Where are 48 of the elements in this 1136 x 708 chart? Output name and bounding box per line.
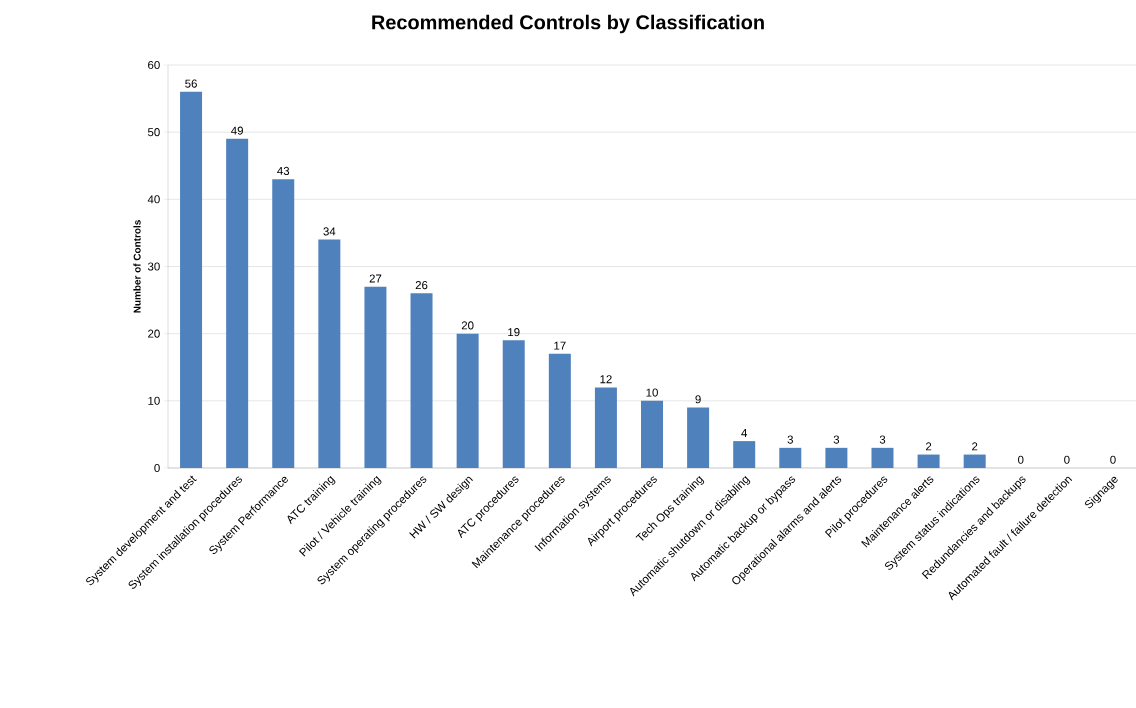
data-label: 49 bbox=[231, 126, 243, 135]
data-label: 12 bbox=[600, 375, 612, 384]
data-label: 0 bbox=[1064, 455, 1070, 464]
data-label: 0 bbox=[1018, 455, 1024, 464]
bar bbox=[963, 454, 986, 468]
y-tick-label: 10 bbox=[148, 396, 160, 405]
data-label: 9 bbox=[695, 395, 701, 404]
data-label: 20 bbox=[461, 321, 474, 330]
bar bbox=[180, 91, 203, 468]
data-label: 4 bbox=[741, 429, 748, 437]
data-label: 34 bbox=[323, 227, 336, 236]
y-tick-label: 40 bbox=[147, 195, 160, 204]
y-axis-title: Number of Controls bbox=[133, 220, 141, 313]
bar bbox=[410, 293, 433, 468]
bar bbox=[226, 138, 249, 468]
bar bbox=[502, 340, 525, 468]
data-label: 27 bbox=[369, 274, 382, 283]
bar bbox=[825, 447, 848, 468]
y-tick-label: 30 bbox=[147, 262, 160, 271]
data-label: 2 bbox=[925, 442, 932, 451]
bar bbox=[641, 400, 664, 468]
data-label: 3 bbox=[833, 435, 840, 444]
chart-title: Recommended Controls by Classification bbox=[372, 14, 764, 34]
bar bbox=[594, 387, 617, 468]
bar bbox=[779, 447, 802, 468]
data-label: 0 bbox=[1110, 455, 1116, 464]
y-tick-label: 60 bbox=[148, 60, 160, 70]
bar bbox=[364, 286, 387, 468]
y-tick-label: 20 bbox=[148, 329, 160, 338]
bar bbox=[318, 239, 341, 468]
bar bbox=[548, 353, 571, 468]
data-label: 10 bbox=[646, 388, 658, 397]
data-label: 26 bbox=[415, 281, 428, 290]
y-tick-label: 0 bbox=[154, 463, 160, 473]
bar bbox=[272, 179, 295, 468]
data-label: 3 bbox=[787, 435, 793, 444]
data-label: 2 bbox=[972, 442, 978, 451]
y-tick-label: 50 bbox=[147, 128, 160, 137]
data-label: 17 bbox=[554, 341, 566, 350]
bar bbox=[871, 447, 894, 468]
bar bbox=[917, 454, 940, 468]
data-label: 19 bbox=[508, 328, 520, 337]
data-label: 3 bbox=[879, 435, 886, 444]
bar bbox=[733, 441, 756, 468]
data-label: 43 bbox=[277, 166, 290, 175]
data-label: 56 bbox=[185, 79, 197, 88]
bar bbox=[456, 333, 479, 468]
bar bbox=[687, 407, 710, 468]
